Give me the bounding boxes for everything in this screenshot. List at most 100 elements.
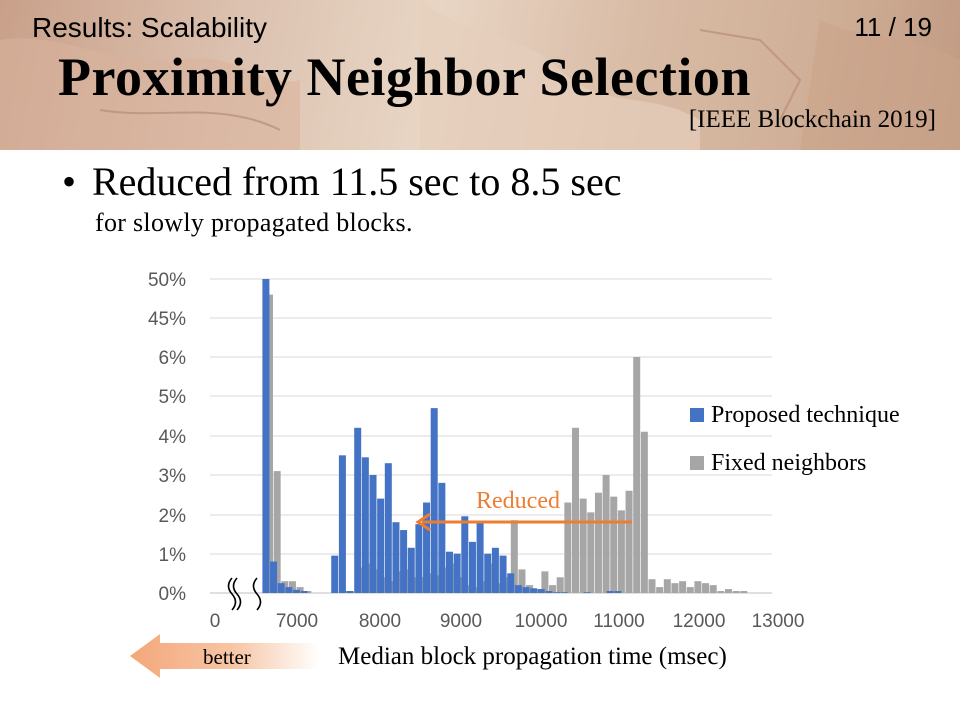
bar <box>369 475 377 593</box>
bar <box>338 455 346 593</box>
x-axis-label: Median block propagation time (msec) <box>338 643 727 670</box>
bar <box>304 591 312 593</box>
bar <box>361 457 369 593</box>
bar <box>495 583 503 593</box>
bar <box>545 591 553 593</box>
y-tick-label: 3% <box>159 466 187 487</box>
bar <box>537 589 545 593</box>
bar <box>499 555 507 593</box>
bar <box>732 591 740 593</box>
bar <box>300 591 308 593</box>
legend-label-fixed: Fixed neighbors <box>711 449 867 476</box>
bar <box>656 587 664 593</box>
reduced-annotation: Reduced <box>476 488 560 514</box>
bar <box>625 490 633 593</box>
bar <box>530 588 538 593</box>
legend-swatch-fixed <box>690 456 704 470</box>
bar <box>553 592 561 593</box>
bar <box>400 530 408 593</box>
bar <box>518 569 526 593</box>
bullet-main: • Reduced from 11.5 sec to 8.5 sec <box>62 158 621 205</box>
bar <box>392 522 400 593</box>
bar <box>357 567 365 593</box>
bar <box>461 516 469 593</box>
x-tick-label: 7000 <box>276 611 318 632</box>
breadcrumb: Results: Scalability <box>32 12 267 43</box>
bar <box>709 585 717 593</box>
bar <box>293 589 300 593</box>
bar <box>468 541 476 593</box>
bar <box>384 463 392 593</box>
bar <box>403 569 411 593</box>
bar <box>388 581 396 593</box>
bullet-dot-icon: • <box>62 159 77 204</box>
bar <box>671 583 679 593</box>
y-tick-label: 5% <box>159 387 187 408</box>
y-tick-label: 45% <box>148 309 186 330</box>
bar <box>541 571 549 593</box>
x-tick-label: 10000 <box>515 611 568 632</box>
bar <box>270 561 278 593</box>
bar <box>457 577 465 593</box>
bar <box>572 427 579 593</box>
bar <box>633 357 641 593</box>
bar <box>281 581 289 593</box>
bar <box>365 563 373 593</box>
chart-gridlines <box>210 278 772 594</box>
bar <box>514 585 522 593</box>
x-tick-label: 0 <box>210 611 221 632</box>
bar <box>296 587 304 593</box>
bar <box>411 577 419 593</box>
x-tick-label: 13000 <box>752 611 805 632</box>
x-tick-label: 12000 <box>673 611 726 632</box>
bar <box>438 482 446 593</box>
citation: [IEEE Blockchain 2019] <box>688 106 936 133</box>
bar <box>694 581 702 593</box>
bar <box>640 431 648 593</box>
bar <box>487 563 495 593</box>
bar <box>446 551 453 593</box>
bar <box>702 583 710 593</box>
y-tick-label: 2% <box>159 506 187 527</box>
bar <box>583 592 591 593</box>
bar <box>423 502 431 593</box>
bar <box>503 577 511 593</box>
bar <box>380 577 388 593</box>
bar <box>346 591 354 593</box>
bar <box>587 512 595 593</box>
series-proposed-technique <box>262 279 622 593</box>
chart-legend: Proposed technique Fixed neighbors <box>690 402 900 499</box>
bar <box>415 524 423 593</box>
x-tick-label: 11000 <box>593 611 644 632</box>
bar <box>564 502 572 593</box>
legend-swatch-proposed <box>690 408 704 422</box>
better-label: better <box>203 645 251 669</box>
bar <box>526 585 534 593</box>
y-tick-label: 6% <box>159 348 187 369</box>
bar <box>507 573 515 593</box>
bar <box>426 573 434 593</box>
bar <box>679 581 687 593</box>
bullet-main-text: Reduced from 11.5 sec to 8.5 sec <box>92 159 622 204</box>
bar <box>277 583 285 593</box>
bar <box>285 587 293 593</box>
x-tick-label: 9000 <box>440 611 482 632</box>
bar <box>602 475 610 593</box>
axis-break-icon <box>227 577 262 611</box>
bar <box>491 547 499 593</box>
bar <box>484 553 492 593</box>
x-axis-ticks: 0 7000 8000 9000 10000 11000 12000 13000 <box>210 611 805 632</box>
bar <box>617 510 625 593</box>
y-tick-label: 1% <box>159 545 187 566</box>
bar <box>663 579 671 593</box>
bar <box>606 591 614 593</box>
y-tick-label: 0% <box>159 584 187 605</box>
bar <box>354 427 362 593</box>
bar <box>610 496 618 593</box>
bar <box>614 591 622 593</box>
bullet-sub-text: for slowly propagated blocks. <box>95 208 413 237</box>
bar <box>522 587 530 593</box>
bar <box>396 571 404 593</box>
legend-item-proposed: Proposed technique <box>690 402 900 428</box>
